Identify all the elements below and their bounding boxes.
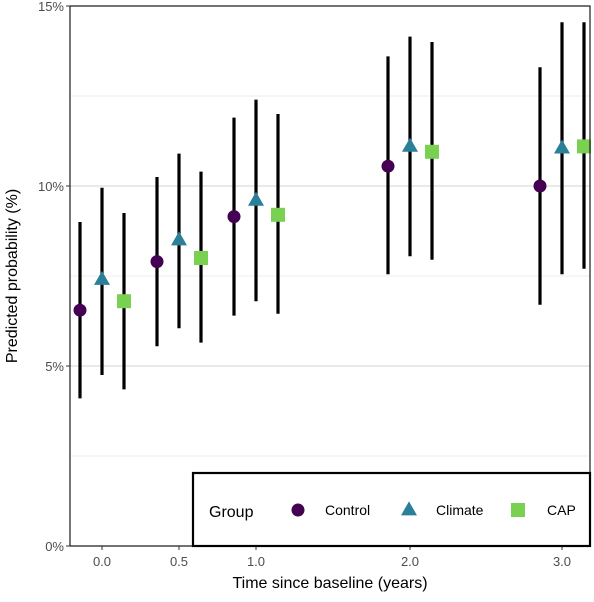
legend-key-cap xyxy=(511,503,525,517)
y-axis-title: Predicted probability (%) xyxy=(4,189,21,363)
y-tick-label: 5% xyxy=(45,359,64,374)
legend-key-control xyxy=(291,503,305,517)
point-control xyxy=(73,303,87,317)
point-control xyxy=(533,179,547,193)
legend: Group Control Climate CAP xyxy=(191,471,592,548)
y-tick-label: 10% xyxy=(38,179,64,194)
x-tick-label: 0.5 xyxy=(170,554,188,569)
point-cap xyxy=(425,144,439,159)
point-control xyxy=(150,255,164,269)
x-tick-label: 3.0 xyxy=(553,554,571,569)
legend-title: Group xyxy=(209,504,254,521)
point-climate xyxy=(171,231,187,246)
points-layer xyxy=(73,137,591,317)
legend-label-control: Control xyxy=(325,502,370,518)
x-tick-label: 2.0 xyxy=(401,554,419,569)
x-axis-title: Time since baseline (years) xyxy=(232,575,427,592)
point-climate xyxy=(94,270,110,285)
grid-layer xyxy=(70,5,590,547)
point-cap xyxy=(194,251,208,265)
x-tick-label: 0.0 xyxy=(93,554,111,569)
y-tick-label: 15% xyxy=(38,0,64,14)
legend-label-climate: Climate xyxy=(436,502,484,518)
point-cap xyxy=(577,139,591,154)
point-control xyxy=(227,210,241,224)
legend-key-climate xyxy=(401,501,417,516)
point-climate xyxy=(402,137,418,152)
point-climate xyxy=(248,191,264,206)
point-control xyxy=(381,159,395,173)
point-cap xyxy=(271,207,285,222)
point-cap xyxy=(117,294,131,309)
x-tick-label: 1.0 xyxy=(247,554,265,569)
point-climate xyxy=(554,139,570,154)
legend-label-cap: CAP xyxy=(547,502,576,518)
y-tick-label: 0% xyxy=(45,539,64,554)
